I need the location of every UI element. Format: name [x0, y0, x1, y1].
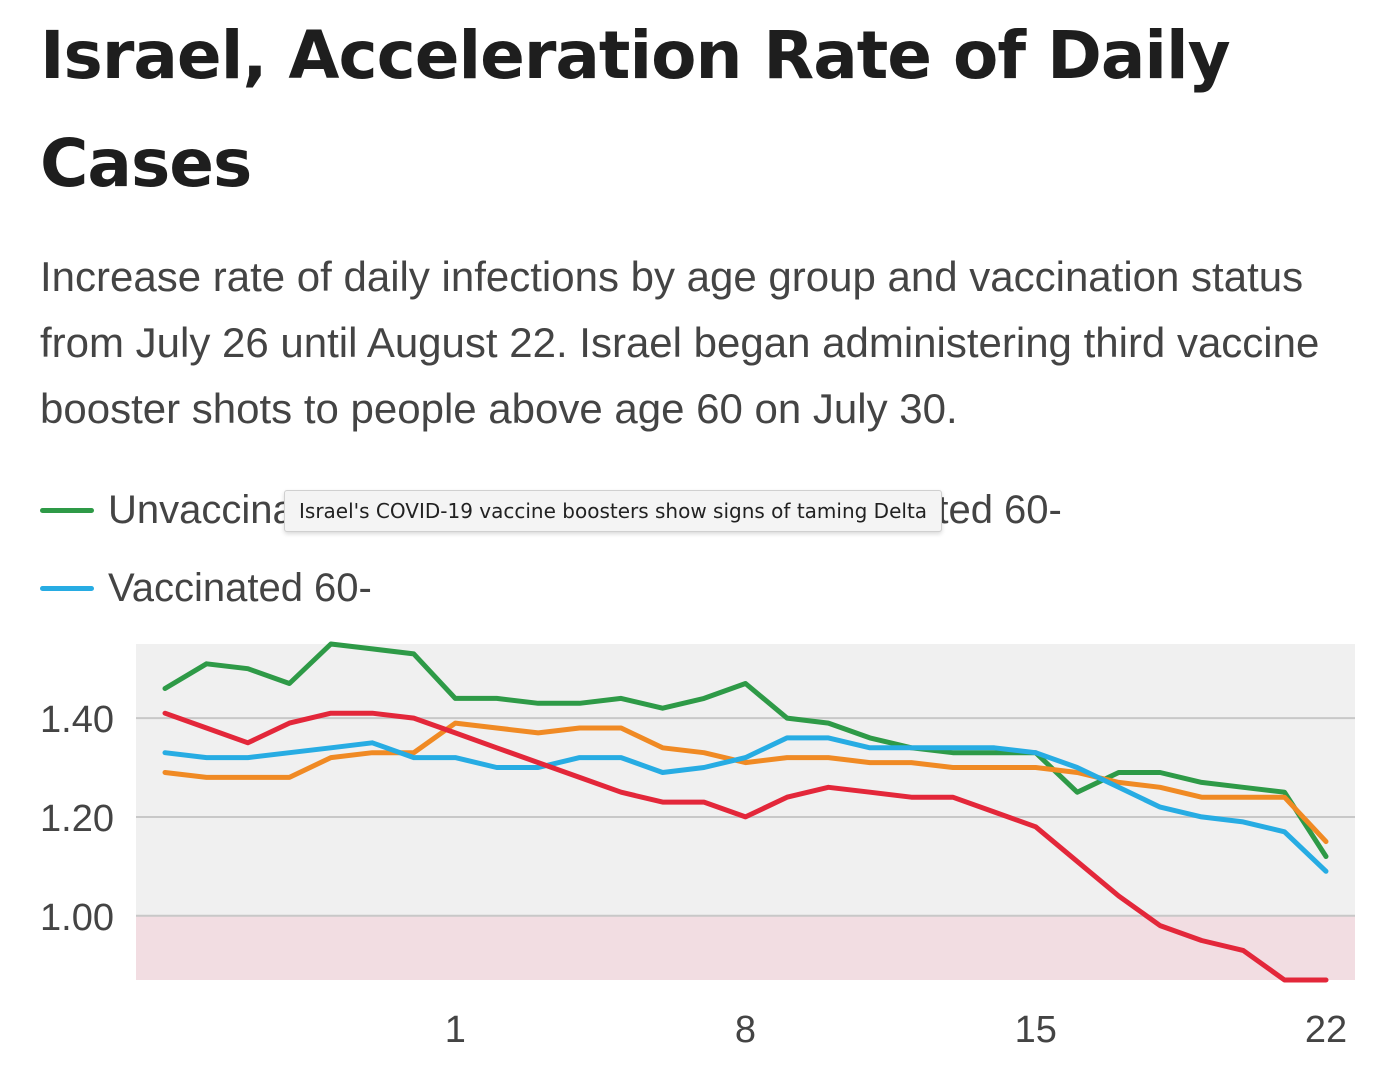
- y-tick-label: 1.20: [40, 798, 114, 840]
- line-chart: 1.00 1.20 1.40 1 8 15 22: [40, 641, 1355, 1051]
- chart-title: Israel, Acceleration Rate of Daily Cases: [40, 17, 1231, 202]
- y-tick-label: 1.40: [40, 699, 114, 741]
- series-line-1: [162, 720, 1329, 845]
- series-line-2: [162, 735, 1329, 874]
- legend-swatch-green: [40, 507, 94, 513]
- x-tick-label: 8: [735, 1009, 756, 1051]
- legend-label: Vaccinated 60-: [108, 565, 372, 610]
- series-line-0: [162, 641, 1329, 859]
- series-line-3: [162, 710, 1329, 983]
- below-one-band: [136, 915, 1355, 980]
- y-tick-label: 1.00: [40, 897, 114, 939]
- legend-swatch-blue: [40, 585, 94, 591]
- x-tick-label: 15: [1015, 1009, 1057, 1051]
- tooltip: Israel's COVID-19 vaccine boosters show …: [284, 490, 943, 532]
- chart-subtitle: Increase rate of daily infections by age…: [40, 253, 1320, 432]
- x-tick-label: 22: [1305, 1009, 1347, 1051]
- legend-item-vaccinated-blue[interactable]: Vaccinated 60-: [40, 558, 372, 618]
- x-tick-label: 1: [445, 1009, 466, 1051]
